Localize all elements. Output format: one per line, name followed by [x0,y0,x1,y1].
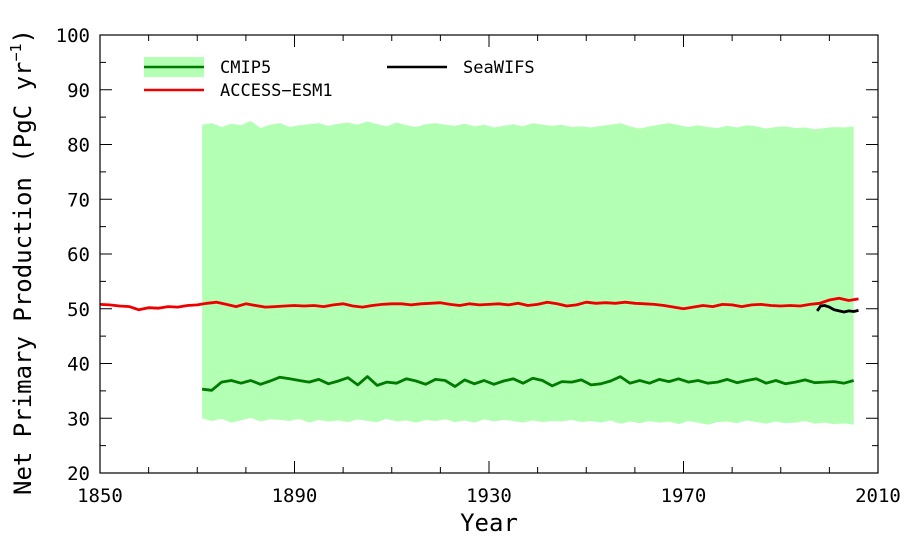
y-tick-label: 20 [67,463,90,485]
x-tick-label: 1930 [466,485,512,507]
x-axis-title: Year [460,509,518,536]
legend-label-seawifs: SeaWIFS [463,58,535,78]
x-tick-label: 1890 [272,485,318,507]
x-tick-label: 2010 [855,485,901,507]
series-line-layer [99,296,859,392]
y-tick-label: 70 [67,189,90,211]
legend-label-access-esm1: ACCESS−ESM1 [220,81,333,101]
axis-ticks [99,34,879,474]
legend: CMIP5 ACCESS−ESM1 SeaWIFS [144,57,535,101]
x-tick-label: 1850 [77,485,123,507]
y-tick-label: 80 [67,135,90,157]
y-axis-title-close: ) [9,29,37,43]
y-axis-title-superscript: −1 [7,43,25,61]
y-tick-label: 50 [67,299,90,321]
legend-label-cmip5: CMIP5 [220,58,271,78]
cmip5-band-layer [202,121,854,425]
seawifs-line [816,304,859,314]
cmip5-range-band [202,121,854,425]
y-tick-label: 30 [67,408,90,430]
x-tick-label: 1970 [661,485,707,507]
x-tick-labels: 1850 1890 1930 1970 2010 [77,485,901,507]
y-tick-label: 100 [56,25,90,47]
y-tick-label: 90 [67,80,90,102]
y-tick-label: 60 [67,244,90,266]
y-tick-label: 40 [67,354,90,376]
y-tick-labels: 20 30 40 50 60 70 80 90 100 [56,25,90,485]
y-axis-title: Net Primary Production (PgC yr−1) [7,29,37,495]
access-esm1-line [99,296,859,312]
y-axis-title-main: Net Primary Production (PgC yr [9,62,37,495]
cmip5-mean-line [201,375,855,392]
